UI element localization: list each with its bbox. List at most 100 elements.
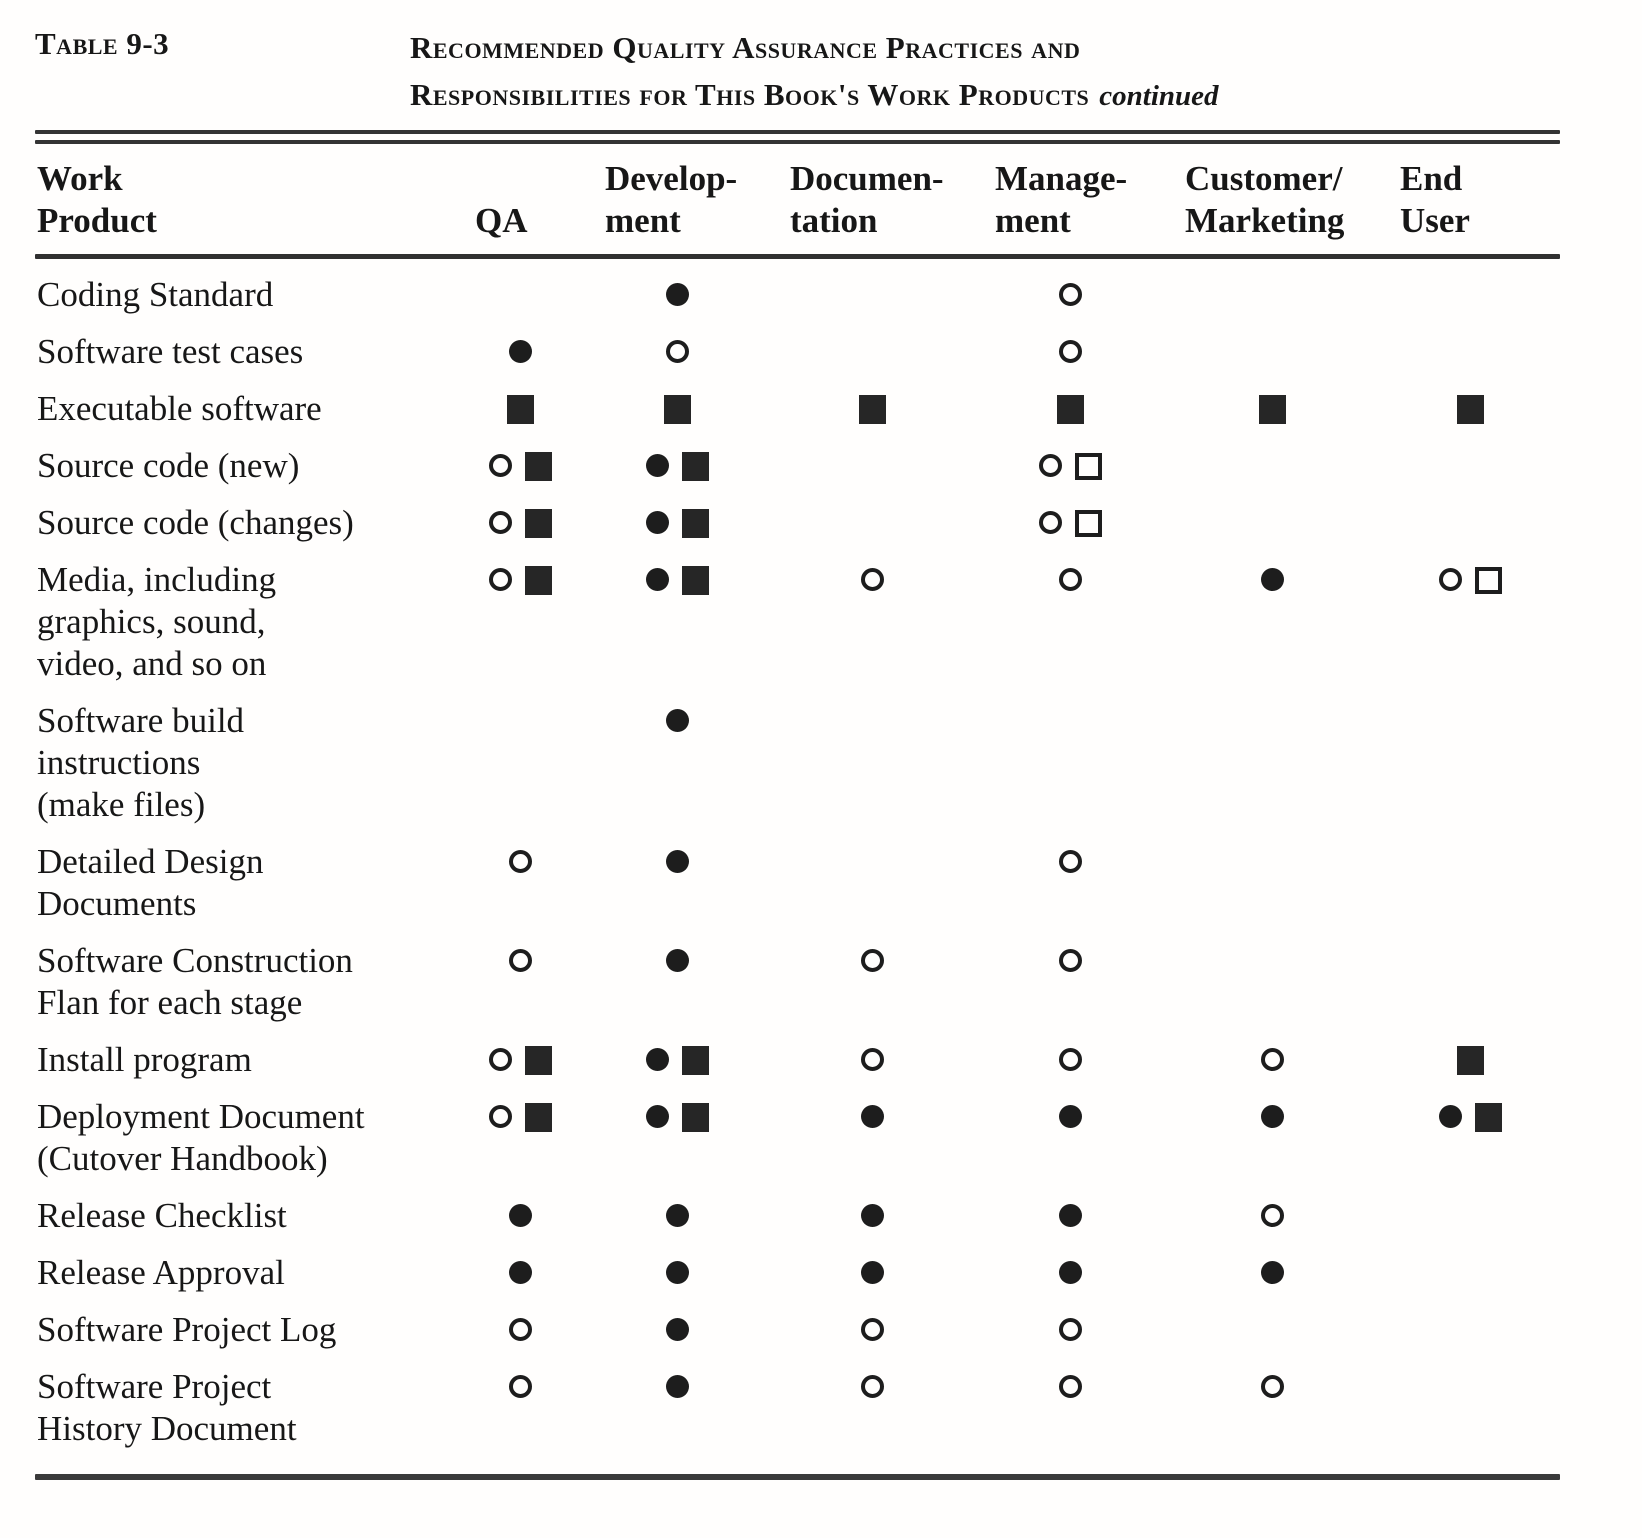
documentation-cell (770, 700, 975, 826)
open-circle-icon (508, 1318, 532, 1341)
end-user-cell (1380, 1096, 1560, 1180)
development-cell (585, 445, 770, 487)
qa-cell (455, 841, 585, 925)
development-cell (585, 1252, 770, 1294)
table-caption: Table 9-3 Recommended Quality Assurance … (35, 24, 1560, 120)
table-row: Deployment Document (Cutover Handbook) (35, 1089, 1560, 1188)
customer-marketing-cell (1165, 1039, 1380, 1081)
development-cell (585, 700, 770, 826)
open-circle-icon (488, 511, 512, 534)
documentation-cell (770, 1366, 975, 1450)
end-user-cell (1380, 388, 1560, 430)
customer-marketing-cell (1165, 1309, 1380, 1351)
filled-circle-icon (1058, 1204, 1082, 1227)
development-cell (585, 388, 770, 430)
table-row: Install program (35, 1032, 1560, 1089)
filled-square-icon (682, 509, 709, 538)
work-product-name: Software Project Log (37, 1310, 337, 1349)
management-cell (975, 700, 1165, 826)
customer-marketing-cell (1165, 559, 1380, 685)
management-cell (975, 940, 1165, 1024)
filled-square-icon (1456, 1046, 1484, 1075)
column-header-work-product: Work Product (37, 159, 157, 240)
open-circle-icon (666, 340, 689, 363)
filled-square-icon (682, 1046, 709, 1075)
documentation-cell (770, 841, 975, 925)
work-product-name: Media, including graphics, sound, video,… (37, 560, 277, 683)
qa-cell (455, 1039, 585, 1081)
end-user-cell (1380, 841, 1560, 925)
management-cell (975, 1309, 1165, 1351)
open-circle-icon (488, 454, 512, 477)
development-cell (585, 1096, 770, 1180)
filled-circle-icon (666, 949, 689, 972)
column-header-qa: QA (475, 201, 528, 240)
open-circle-icon (488, 1105, 512, 1128)
filled-circle-icon (1058, 1105, 1082, 1128)
table-row: Software Construction Flan for each stag… (35, 933, 1560, 1032)
table-title-continued: continued (1099, 80, 1219, 112)
open-circle-icon (1058, 850, 1082, 873)
filled-circle-icon (1261, 568, 1284, 591)
work-product-name: Release Approval (37, 1253, 285, 1292)
management-cell (975, 841, 1165, 925)
customer-marketing-cell (1165, 331, 1380, 373)
qa-cell (455, 700, 585, 826)
filled-circle-icon (666, 1261, 689, 1284)
open-circle-icon (1038, 511, 1062, 534)
work-product-name: Software Construction Flan for each stag… (37, 941, 353, 1022)
development-cell (585, 1195, 770, 1237)
open-circle-icon (508, 949, 532, 972)
end-user-cell (1380, 1195, 1560, 1237)
documentation-cell (770, 1039, 975, 1081)
table-title: Recommended Quality Assurance Practices … (410, 24, 1219, 120)
management-cell (975, 331, 1165, 373)
table-row: Media, including graphics, sound, video,… (35, 552, 1560, 693)
filled-square-icon (1474, 1103, 1502, 1132)
end-user-cell (1380, 1309, 1560, 1351)
customer-marketing-cell (1165, 502, 1380, 544)
open-circle-icon (488, 568, 512, 591)
table-title-line1: Recommended Quality Assurance Practices … (410, 30, 1081, 65)
filled-square-icon (682, 566, 709, 595)
table-row: Software Project History Document (35, 1359, 1560, 1458)
filled-circle-icon (861, 1105, 884, 1128)
filled-circle-icon (666, 709, 689, 732)
filled-circle-icon (646, 1105, 669, 1128)
documentation-cell (770, 274, 975, 316)
work-product-name: Release Checklist (37, 1196, 287, 1235)
table-row: Software build instructions (make files) (35, 693, 1560, 834)
customer-marketing-cell (1165, 1096, 1380, 1180)
filled-circle-icon (646, 568, 669, 591)
open-circle-icon (1261, 1048, 1284, 1071)
end-user-cell (1380, 331, 1560, 373)
open-circle-icon (508, 1375, 532, 1398)
filled-circle-icon (861, 1261, 884, 1284)
filled-circle-icon (666, 1204, 689, 1227)
qa-cell (455, 1309, 585, 1351)
management-cell (975, 445, 1165, 487)
open-circle-icon (861, 1375, 884, 1398)
work-product-name: Deployment Document (Cutover Handbook) (37, 1097, 365, 1178)
header-rule (35, 254, 1560, 259)
open-circle-icon (1058, 568, 1082, 591)
open-circle-icon (1058, 1048, 1082, 1071)
open-circle-icon (861, 949, 884, 972)
table-row: Software test cases (35, 324, 1560, 381)
filled-circle-icon (1261, 1105, 1284, 1128)
qa-cell (455, 388, 585, 430)
filled-circle-icon (508, 340, 532, 363)
management-cell (975, 1195, 1165, 1237)
filled-square-icon (506, 395, 534, 424)
table-row: Release Checklist (35, 1188, 1560, 1245)
documentation-cell (770, 559, 975, 685)
qa-cell (455, 331, 585, 373)
open-square-icon (1074, 510, 1102, 537)
customer-marketing-cell (1165, 1195, 1380, 1237)
rule-line (35, 140, 1560, 144)
open-square-icon (1074, 453, 1102, 480)
work-product-name: Source code (changes) (37, 503, 354, 542)
column-header-documentation: Documen- tation (790, 159, 944, 240)
open-circle-icon (1261, 1204, 1284, 1227)
